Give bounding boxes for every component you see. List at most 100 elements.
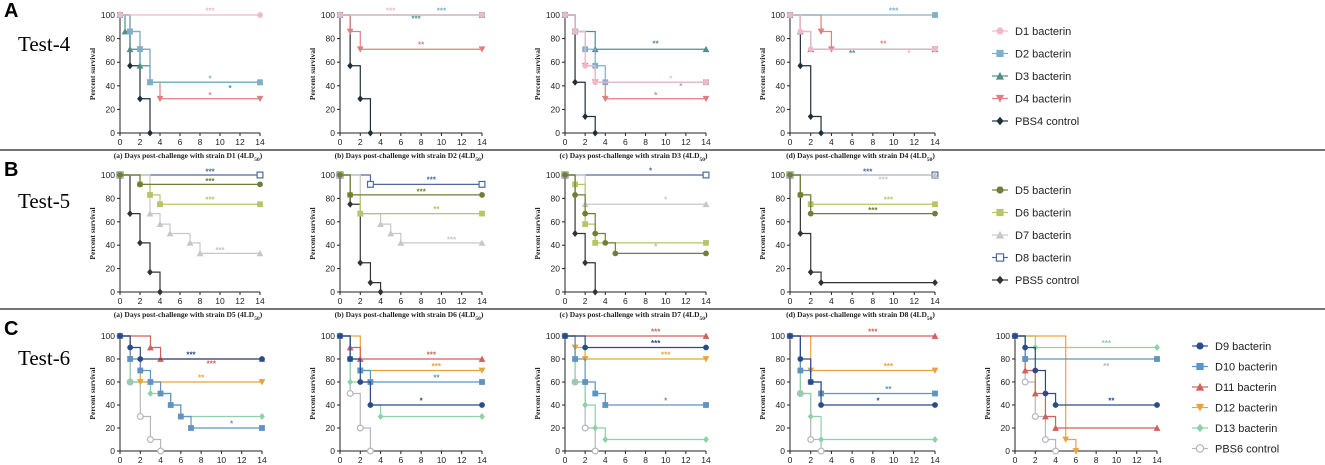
x-tick-label: 0 (563, 296, 568, 306)
x-tick-label: 12 (1132, 455, 1142, 465)
survival-point (257, 79, 263, 86)
survival-point (177, 413, 184, 420)
x-tick-label: 10 (1112, 455, 1122, 465)
survival-point (602, 402, 609, 408)
x-tick-label: 2 (358, 296, 363, 306)
survival-point (347, 356, 354, 362)
significance-stars: *** (205, 6, 215, 15)
y-tick-label: 100 (771, 170, 785, 180)
survival-point (367, 279, 374, 287)
survival-point (256, 95, 264, 103)
y-tick-label: 60 (106, 377, 116, 387)
y-tick-label: 80 (776, 354, 786, 364)
test-label-4: Test-4 (18, 32, 71, 56)
survival-point (797, 356, 804, 362)
survival-point (377, 413, 384, 420)
significance-stars: *** (427, 176, 437, 185)
survival-point (562, 12, 568, 18)
x-tick-label: 2 (583, 455, 588, 465)
survival-point (932, 436, 938, 443)
survival-point (592, 424, 599, 432)
survival-point (157, 201, 163, 208)
x-tick-label: 2 (808, 455, 813, 465)
survival-point (377, 220, 384, 228)
series-d4-bacterin: * (561, 12, 710, 103)
significance-stars: *** (1102, 339, 1112, 348)
survival-point (562, 333, 568, 339)
x-tick-label: 0 (563, 455, 568, 465)
series-d1-bacterin: *** (337, 6, 485, 18)
survival-point (1052, 424, 1059, 431)
y-tick-label: 40 (551, 81, 561, 91)
x-tick-label: 12 (681, 296, 691, 306)
x-tick-label: 4 (378, 455, 383, 465)
legend-marker (1195, 444, 1205, 453)
survival-point (787, 333, 793, 339)
x-tick-label: 0 (563, 137, 568, 147)
y-axis-label: Percent survival (533, 367, 542, 419)
x-tick-label: 0 (1013, 455, 1018, 465)
survival-point (582, 62, 589, 69)
x-tick-label: 10 (437, 137, 447, 147)
survival-step-line (790, 335, 935, 372)
series-d4-bacterin: ** (786, 12, 939, 53)
legend-marker (995, 94, 1005, 103)
survival-point (347, 191, 354, 198)
survival-point (127, 378, 134, 386)
survival-point (137, 367, 144, 374)
legend-test-4: D1 bacterin D2 bacterin D3 bacterin D4 bact… (992, 26, 1079, 128)
x-tick-label: 14 (930, 455, 940, 465)
y-tick-label: 60 (776, 57, 786, 67)
survival-point (347, 378, 354, 386)
survival-step-line (340, 335, 482, 406)
x-tick-label: 14 (701, 455, 711, 465)
x-tick-label: 8 (643, 455, 648, 465)
survival-point (582, 259, 589, 267)
y-tick-label: 60 (551, 57, 561, 67)
survival-point (146, 210, 154, 217)
legend-label: D3 bacterin (1015, 71, 1071, 83)
legend-item-d3-bacterin: D3 bacterin (992, 71, 1071, 83)
significance-stars: * (876, 396, 880, 405)
survival-point (818, 279, 824, 287)
legend-label: D1 bacterin (1015, 26, 1071, 38)
series-d12-bacterin: *** (786, 333, 939, 374)
survival-point (147, 379, 154, 385)
survival-point (582, 379, 589, 385)
survival-step-line (340, 14, 372, 133)
survival-point (258, 379, 266, 386)
legend-marker (996, 49, 1004, 58)
y-tick-label: 0 (555, 446, 560, 456)
series-d5-bacterin: *** (787, 172, 938, 217)
x-tick-label: 4 (378, 296, 383, 306)
x-tick-label: 14 (701, 137, 711, 147)
x-axis-label: (d) Days post-challenge with strain D8 (… (786, 310, 935, 322)
survival-point (478, 46, 486, 53)
y-tick-label: 80 (326, 193, 336, 203)
y-tick-label: 20 (326, 264, 336, 274)
series-d9-bacterin: *** (117, 333, 265, 362)
survival-point (797, 230, 804, 237)
y-axis-label: Percent survival (88, 207, 97, 259)
survival-point (479, 12, 485, 18)
y-tick-label: 20 (551, 264, 561, 274)
survival-step-line (565, 174, 706, 254)
survival-step-line (565, 174, 706, 244)
legend-item-pbs5-control: PBS5 control (992, 275, 1079, 287)
survival-step-line (790, 335, 935, 441)
series-d11-bacterin: *** (561, 327, 710, 339)
survival-step-line (340, 335, 372, 451)
y-axis-label: Percent survival (88, 48, 97, 100)
series-pbs6-control (336, 332, 374, 455)
survival-point (703, 402, 709, 408)
y-tick-label: 60 (106, 57, 116, 67)
survival-point (1153, 424, 1161, 431)
legend-marker (996, 275, 1004, 285)
survival-point (478, 239, 486, 246)
y-tick-label: 100 (996, 331, 1010, 341)
x-tick-label: 0 (788, 296, 793, 306)
legend-marker (996, 116, 1004, 126)
survival-point (582, 401, 589, 409)
survival-point (1021, 367, 1029, 374)
